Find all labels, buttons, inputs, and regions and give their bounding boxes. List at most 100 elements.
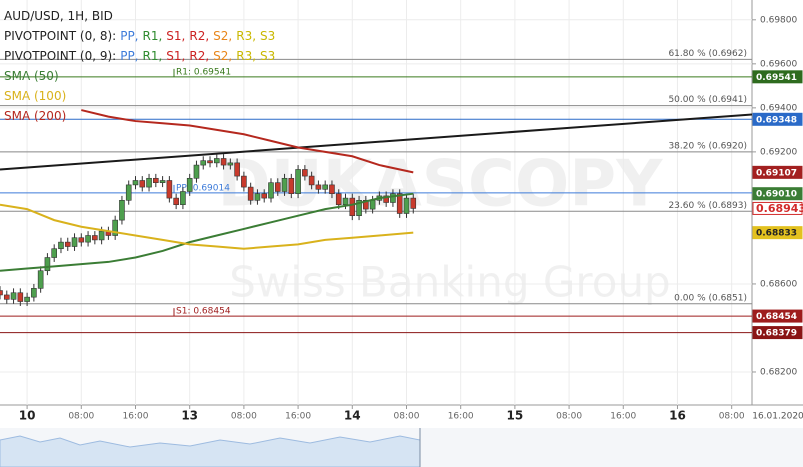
x-tick-label: 16:00 [448,412,474,422]
indicator-item: R3, [236,29,257,43]
indicator-legend: PIVOTPOINT (0, 8): PP, R1, S1, R2, S2, R3, S3 [4,26,275,46]
candle-body [254,193,261,201]
indicator-item: R3, [236,49,257,63]
candle-body [37,270,44,289]
fib-label: 38.20 % (0.6920) [668,141,747,151]
indicator-item: R1, [142,29,163,43]
price-tag [752,226,803,240]
candle-body [383,195,389,203]
fib-label: 50.00 % (0.6941) [668,95,747,105]
candle-body [3,294,10,300]
fib-label: 61.80 % (0.6962) [668,49,747,59]
candle [295,165,301,199]
candle-body [207,160,213,164]
indicator-item: S2, [213,49,233,63]
candle [315,180,322,194]
price-tag-label: 0.68454 [756,312,797,322]
candle [403,193,410,218]
x-tick-label: 16:00 [285,412,311,422]
candle [247,182,254,205]
fib-label: 0.00 % (0.6851) [674,293,747,303]
candle-body [335,193,342,206]
indicator-item: S1, [166,29,186,43]
candle [193,160,200,183]
candle-body [173,197,179,206]
candle-body [0,290,3,296]
y-tick-label: 0.69600 [760,59,797,69]
candle [322,180,328,194]
candle-body [112,219,118,236]
candle-body [10,292,17,300]
candle-body [166,180,173,199]
candle-body [17,292,24,302]
price-tag [752,309,803,323]
candle [261,189,268,203]
candle [139,176,146,192]
candle-body [78,237,85,243]
candle-body [98,230,105,241]
navigator-area [0,435,421,467]
candle [92,231,98,245]
candle [0,286,3,300]
candle [281,173,288,196]
candle-body [322,184,328,190]
candle [112,215,118,240]
candle [329,180,335,199]
x-tick-label: 10 [19,409,36,423]
candle-body [180,191,186,206]
indicator-label: PIVOTPOINT (0, 9): [4,49,117,63]
y-tick-label: 0.68600 [760,279,797,289]
x-tick-label: 08:00 [231,412,257,422]
candle [44,253,51,276]
candle [180,187,186,210]
candle [200,156,207,170]
candle-body [119,199,125,221]
candle-body [241,175,247,188]
candle-body [349,197,356,217]
indicator-label: PIVOTPOINT (0, 8): [4,29,117,43]
candle [17,288,24,306]
candle [207,156,213,168]
candle-body [274,182,281,192]
candle-body [31,288,37,298]
x-tick-label: 08:00 [719,412,745,422]
candle-body [247,186,254,201]
candle-body [71,237,78,247]
x-tick-label: 13 [181,409,198,423]
pivot-label: R1: 0.69541 [176,67,231,77]
indicator-item: PP, [120,49,139,63]
candle-body [369,199,376,210]
price-tag [752,187,803,201]
candle [254,189,261,205]
y-tick-label: 0.69200 [760,147,797,157]
candle-body [390,193,396,203]
candle [335,189,342,210]
candle-body [132,180,139,186]
candle-body [44,257,51,272]
candle [125,180,132,205]
candle-body [302,169,308,177]
price-tag [752,165,803,179]
candle [119,195,125,225]
candle [166,176,173,203]
pivot-label: PP: 0.69014 [176,183,230,193]
legend-title: AUD/USD, 1H, BID [4,9,113,23]
candle [58,237,64,254]
legend: AUD/USD, 1H, BID PIVOTPOINT (0, 8): PP, R1… [4,6,275,126]
x-tick-label: 14 [344,409,361,423]
candle-body [125,184,132,201]
candle-body [329,184,335,194]
candle [51,244,57,262]
x-tick-label: 08:00 [68,412,94,422]
candle [10,288,17,304]
candle-body [281,177,288,192]
candle [220,154,227,170]
candle-body [227,162,234,166]
sma-line [0,192,414,272]
candle [31,283,37,302]
indicator-item: S2, [213,29,233,43]
price-tag-label: 0.69010 [756,190,797,200]
candle-body [139,180,146,188]
indicator-item: R2, [189,49,210,63]
candle [383,191,389,207]
